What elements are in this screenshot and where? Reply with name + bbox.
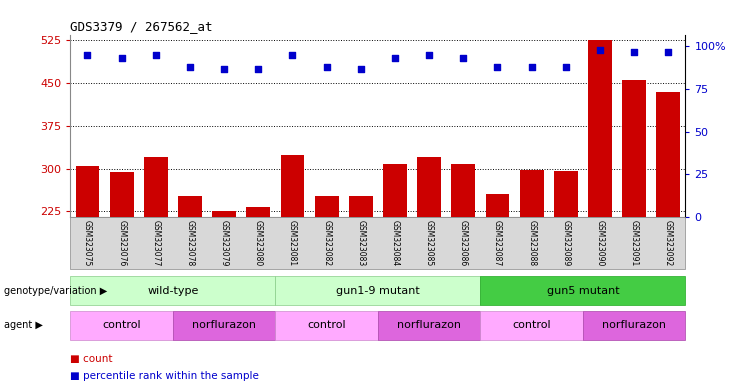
Text: GSM323077: GSM323077 [151, 220, 160, 266]
Text: gun5 mutant: gun5 mutant [547, 286, 619, 296]
Point [287, 52, 299, 58]
Point [321, 64, 333, 70]
Bar [212, 211, 236, 217]
Bar [144, 157, 167, 217]
Text: GSM323081: GSM323081 [288, 220, 297, 266]
Bar [519, 170, 544, 217]
Bar [383, 164, 407, 217]
Bar [485, 194, 510, 217]
Point [184, 64, 196, 70]
Bar [554, 171, 578, 217]
Point [628, 48, 640, 55]
Bar [451, 164, 475, 217]
Point [560, 64, 572, 70]
Text: ■ percentile rank within the sample: ■ percentile rank within the sample [70, 371, 259, 381]
Text: agent ▶: agent ▶ [4, 320, 42, 331]
Text: control: control [512, 320, 551, 331]
Text: GSM323090: GSM323090 [596, 220, 605, 266]
Text: GSM323092: GSM323092 [664, 220, 673, 266]
Text: norflurazon: norflurazon [397, 320, 461, 331]
Point [491, 64, 503, 70]
Text: GSM323089: GSM323089 [562, 220, 571, 266]
Text: norflurazon: norflurazon [192, 320, 256, 331]
Text: genotype/variation ▶: genotype/variation ▶ [4, 286, 107, 296]
Bar [417, 157, 441, 217]
Text: GSM323082: GSM323082 [322, 220, 331, 266]
Bar [281, 156, 305, 217]
Text: GSM323080: GSM323080 [254, 220, 263, 266]
Point [389, 55, 401, 61]
Text: control: control [102, 320, 141, 331]
Bar [178, 196, 202, 217]
Text: GSM323075: GSM323075 [83, 220, 92, 266]
Text: GSM323087: GSM323087 [493, 220, 502, 266]
Bar [110, 172, 133, 217]
Text: GSM323086: GSM323086 [459, 220, 468, 266]
Text: ■ count: ■ count [70, 354, 113, 364]
Point [423, 52, 435, 58]
Text: wild-type: wild-type [147, 286, 199, 296]
Text: GSM323085: GSM323085 [425, 220, 433, 266]
Point [457, 55, 469, 61]
Point [526, 64, 538, 70]
Bar [588, 40, 612, 217]
Point [150, 52, 162, 58]
Bar [76, 166, 99, 217]
Point [355, 66, 367, 72]
Text: GSM323091: GSM323091 [630, 220, 639, 266]
Bar [349, 196, 373, 217]
Bar [657, 91, 680, 217]
Text: GDS3379 / 267562_at: GDS3379 / 267562_at [70, 20, 213, 33]
Bar [622, 80, 646, 217]
Point [82, 52, 93, 58]
Point [253, 66, 265, 72]
Point [594, 47, 606, 53]
Text: control: control [308, 320, 346, 331]
Text: GSM323088: GSM323088 [527, 220, 536, 266]
Text: GSM323078: GSM323078 [185, 220, 194, 266]
Bar [315, 196, 339, 217]
Text: GSM323084: GSM323084 [391, 220, 399, 266]
Point [116, 55, 127, 61]
Bar [246, 207, 270, 217]
Text: GSM323083: GSM323083 [356, 220, 365, 266]
Text: norflurazon: norflurazon [602, 320, 666, 331]
Point [218, 66, 230, 72]
Point [662, 48, 674, 55]
Text: GSM323076: GSM323076 [117, 220, 126, 266]
Text: GSM323079: GSM323079 [219, 220, 229, 266]
Text: gun1-9 mutant: gun1-9 mutant [336, 286, 420, 296]
